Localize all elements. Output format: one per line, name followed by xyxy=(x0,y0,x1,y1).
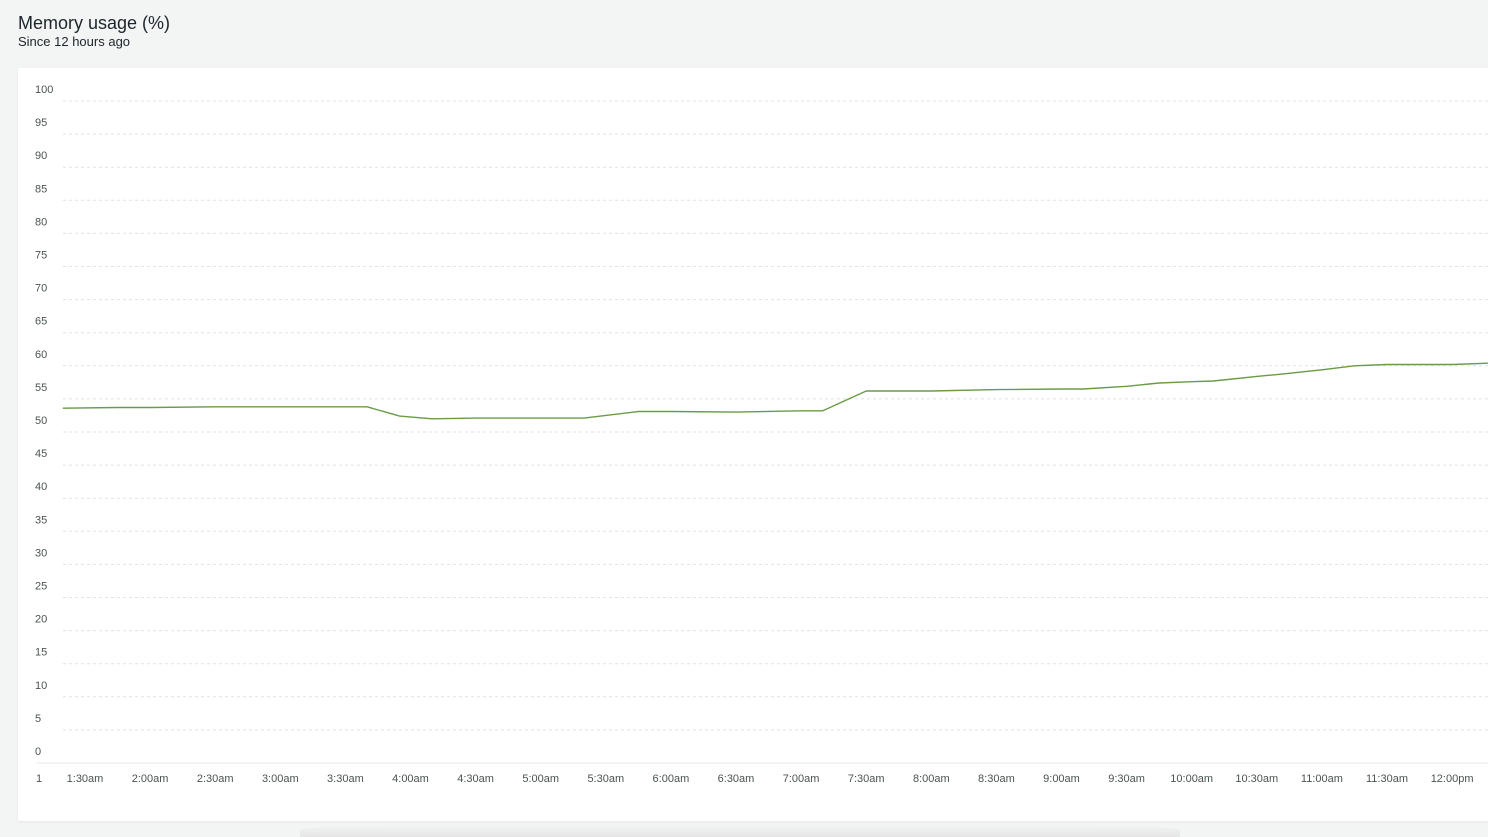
x-tick-label-16: 9:30am xyxy=(1108,773,1145,785)
y-axis: 0 5 10 15 20 25 30 35 40 45 50 55 60 65 70 75 80 85 90 95 10… xyxy=(35,84,53,758)
chart-card: 0 5 10 15 20 25 30 35 40 45 50 55 60 65 70 75 80 85 90 95 10… xyxy=(18,68,1488,821)
chart-subtitle: Since 12 hours ago xyxy=(18,34,131,49)
y-tick-label-80: 80 xyxy=(35,216,47,228)
y-tick-label-10: 10 xyxy=(35,680,47,692)
y-tick-label-0: 0 xyxy=(35,746,41,758)
x-tick-label-2: 2:30am xyxy=(197,773,234,785)
y-tick-label-35: 35 xyxy=(35,514,47,526)
y-tick-label-40: 40 xyxy=(35,481,47,493)
x-tick-label-20: 11:30am xyxy=(1366,773,1408,785)
x-tick-label-15: 9:00am xyxy=(1043,773,1080,785)
x-tick-label-19: 11:00am xyxy=(1301,773,1343,785)
x-tick-label-21: 12:00pm xyxy=(1431,773,1474,785)
x-tick-label-10: 6:30am xyxy=(718,773,755,785)
x-tick-label-5: 4:00am xyxy=(392,773,429,785)
y-tick-label-20: 20 xyxy=(35,614,47,626)
x-tick-label-11: 7:00am xyxy=(783,773,820,785)
series-layer xyxy=(62,362,1488,420)
x-tick-label-8: 5:30am xyxy=(587,773,624,785)
memory-usage-chart: 0 5 10 15 20 25 30 35 40 45 50 55 60 65 70 75 80 85 90 95 10… xyxy=(35,84,1488,785)
y-tick-label-25: 25 xyxy=(35,581,47,593)
chart-title: Memory usage (%) xyxy=(18,13,171,33)
x-tick-label-6: 4:30am xyxy=(457,773,494,785)
x-tick-label-14: 8:30am xyxy=(978,773,1015,785)
y-tick-label-85: 85 xyxy=(35,183,47,195)
y-tick-label-60: 60 xyxy=(35,349,47,361)
y-tick-label-50: 50 xyxy=(35,415,47,427)
grid-lines xyxy=(63,100,1488,731)
y-tick-label-5: 5 xyxy=(35,713,41,725)
x-tick-label-18: 10:30am xyxy=(1235,773,1278,785)
y-tick-label-95: 95 xyxy=(35,117,47,129)
y-tick-label-15: 15 xyxy=(35,647,47,659)
x-tick-label-1: 2:00am xyxy=(132,773,169,785)
y-tick-label-70: 70 xyxy=(35,283,47,295)
y-tick-label-75: 75 xyxy=(35,250,47,262)
y-tick-label-100: 100 xyxy=(35,84,53,96)
x-tick-label-7: 5:00am xyxy=(522,773,559,785)
x-tick-label-3: 3:00am xyxy=(262,773,299,785)
x-tick-label-0: 1:30am xyxy=(67,773,104,785)
y-tick-label-90: 90 xyxy=(35,150,47,162)
x-tick-label-4: 3:30am xyxy=(327,773,364,785)
bottom-edge-shadow xyxy=(300,824,1180,837)
x-tick-label-13: 8:00am xyxy=(913,773,950,785)
x-axis: 1 1:30am 2:00am 2:30am 3:00am 3:30am 4:00am 4:3… xyxy=(36,762,1488,785)
x-tick-label-partial: 1 xyxy=(36,773,42,785)
x-tick-label-12: 7:30am xyxy=(848,773,885,785)
x-tick-label-17: 10:00am xyxy=(1170,773,1213,785)
y-tick-label-65: 65 xyxy=(35,316,47,328)
x-tick-label-9: 6:00am xyxy=(653,773,690,785)
series-line-0 xyxy=(62,362,1488,420)
y-tick-label-45: 45 xyxy=(35,448,47,460)
y-tick-label-55: 55 xyxy=(35,382,47,394)
y-tick-label-30: 30 xyxy=(35,547,47,559)
